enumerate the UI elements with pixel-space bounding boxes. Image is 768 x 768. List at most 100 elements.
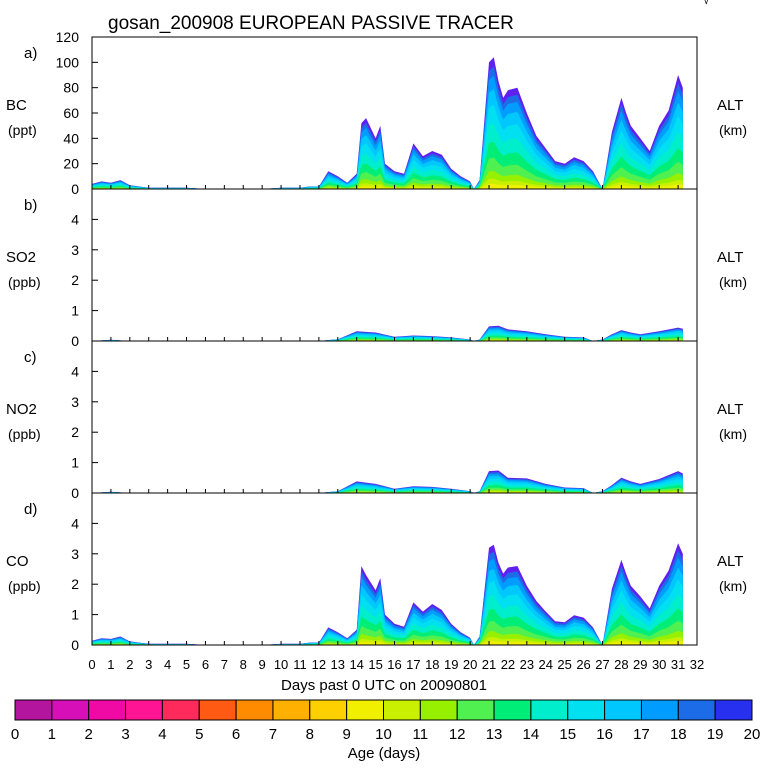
x-tick-label-3: 3 xyxy=(145,657,152,672)
colorbar-cell-5 xyxy=(198,699,237,721)
colorbar-tick-label-15: 15 xyxy=(559,726,576,743)
panel-frame-1 xyxy=(91,36,698,190)
panel-right-label-3: ALT xyxy=(717,401,743,418)
panel-right-label-2: ALT xyxy=(717,249,743,266)
y-tick-label-2-1: 1 xyxy=(71,303,79,319)
colorbar-tick-label-10: 10 xyxy=(375,726,392,743)
panel-3: 0 1 2 3 4 c) NO2 (ppb) ALT (km) xyxy=(6,340,747,501)
x-tick-label-28: 28 xyxy=(614,657,628,672)
colorbar-cell-16 xyxy=(604,699,642,721)
panel-unit-4: (ppb) xyxy=(8,578,41,594)
age-layer-4-1 xyxy=(92,636,683,645)
y-tick-label-1-1: 20 xyxy=(63,156,79,172)
colorbar-tick-label-1: 1 xyxy=(48,726,56,743)
panel-unit-3: (ppb) xyxy=(8,426,41,442)
panel-unit-1: (ppt) xyxy=(8,122,37,138)
y-tick-label-1-5: 100 xyxy=(56,54,80,70)
panel-species-1: BC xyxy=(6,97,27,114)
panel-frame-3 xyxy=(91,340,698,494)
colorbar-tick-label-17: 17 xyxy=(633,726,650,743)
colorbar-cell-3 xyxy=(125,699,163,721)
age-layer-1-3 xyxy=(92,157,683,189)
y-tick-label-4-1: 1 xyxy=(71,607,79,623)
colorbar-tick-label-6: 6 xyxy=(232,726,240,743)
x-tick-label-26: 26 xyxy=(576,657,590,672)
y-tick-label-3-1: 1 xyxy=(71,455,79,471)
panel-letter-2: b) xyxy=(24,197,37,214)
colorbar-tick-label-16: 16 xyxy=(596,726,613,743)
x-tick-label-4: 4 xyxy=(164,657,171,672)
x-tick-label-24: 24 xyxy=(539,657,553,672)
x-tick-label-9: 9 xyxy=(259,657,266,672)
x-axis: 0 1 2 3 4 5 6 7 8 9 10 11 12 13 14 15 16 17 18 19 20 21 22 23 24… xyxy=(88,657,704,672)
age-colorbar: 0 1 2 3 4 5 6 7 8 9 10 11 12 13 14 15 16 17 18 19 20 xyxy=(11,699,761,743)
y-tick-label-1-4: 80 xyxy=(63,80,79,96)
x-tick-label-19: 19 xyxy=(444,657,458,672)
y-tick-label-3-2: 2 xyxy=(71,424,79,440)
x-tick-label-30: 30 xyxy=(652,657,666,672)
x-tick-label-5: 5 xyxy=(183,657,190,672)
y-tick-label-1-2: 40 xyxy=(63,130,79,146)
colorbar-tick-label-19: 19 xyxy=(707,726,724,743)
panel-right-unit-2: (km) xyxy=(719,274,747,290)
panel-4: 0 1 2 3 4 d) CO (ppb) ALT (km) xyxy=(6,492,747,653)
x-tick-label-15: 15 xyxy=(368,657,382,672)
x-tick-label-12: 12 xyxy=(312,657,326,672)
panel-right-label-1: ALT xyxy=(717,97,743,114)
y-tick-label-3-0: 0 xyxy=(71,485,79,501)
panel-species-4: CO xyxy=(6,553,29,570)
colorbar-tick-label-20: 20 xyxy=(744,726,761,743)
y-tick-label-4-3: 3 xyxy=(71,546,79,562)
colorbar-tick-label-18: 18 xyxy=(670,726,687,743)
x-tick-label-22: 22 xyxy=(501,657,515,672)
x-tick-label-27: 27 xyxy=(595,657,609,672)
x-tick-label-29: 29 xyxy=(633,657,647,672)
y-tick-label-4-2: 2 xyxy=(71,576,79,592)
x-tick-label-18: 18 xyxy=(425,657,439,672)
y-tick-label-1-3: 60 xyxy=(63,105,79,121)
colorbar-cell-1 xyxy=(51,699,90,721)
x-tick-label-23: 23 xyxy=(520,657,534,672)
colorbar-cell-6 xyxy=(235,699,274,721)
colorbar-cell-11 xyxy=(419,699,458,721)
x-tick-label-17: 17 xyxy=(406,657,420,672)
colorbar-cell-2 xyxy=(88,699,127,721)
y-tick-label-4-0: 0 xyxy=(71,637,79,653)
colorbar-cell-19 xyxy=(714,699,753,721)
colorbar-tick-label-14: 14 xyxy=(523,726,540,743)
panel-frame-4 xyxy=(91,492,698,646)
x-tick-label-0: 0 xyxy=(88,657,95,672)
x-axis-label: Days past 0 UTC on 20090801 xyxy=(281,677,487,694)
x-tick-label-13: 13 xyxy=(331,657,345,672)
y-tick-label-2-0: 0 xyxy=(71,333,79,349)
colorbar-cell-12 xyxy=(456,699,495,721)
colorbar-cell-18 xyxy=(677,699,716,721)
panel-species-2: SO2 xyxy=(6,249,36,266)
y-tick-label-4-4: 4 xyxy=(71,515,79,531)
colorbar-cell-9 xyxy=(346,699,384,721)
y-tick-label-2-4: 4 xyxy=(71,211,79,227)
colorbar-cell-13 xyxy=(493,699,532,721)
x-tick-label-32: 32 xyxy=(690,657,704,672)
x-tick-label-7: 7 xyxy=(221,657,228,672)
colorbar-cell-4 xyxy=(161,699,200,721)
x-tick-label-16: 16 xyxy=(387,657,401,672)
x-tick-label-21: 21 xyxy=(482,657,496,672)
x-tick-label-31: 31 xyxy=(671,657,685,672)
y-tick-label-3-4: 4 xyxy=(71,363,79,379)
x-tick-label-25: 25 xyxy=(557,657,571,672)
panel-2: 0 1 2 3 4 b) SO2 (ppb) ALT (km) xyxy=(6,188,747,349)
colorbar-tick-label-8: 8 xyxy=(306,726,314,743)
x-tick-label-11: 11 xyxy=(293,657,307,672)
panel-species-3: NO2 xyxy=(6,401,37,418)
colorbar-cell-17 xyxy=(640,699,679,721)
age-layer-1-1 xyxy=(92,178,683,189)
panel-frame-2 xyxy=(91,188,698,342)
x-tick-label-20: 20 xyxy=(463,657,477,672)
panel-right-label-4: ALT xyxy=(717,553,743,570)
panel-right-unit-4: (km) xyxy=(719,578,747,594)
x-tick-label-2: 2 xyxy=(126,657,133,672)
panel-right-unit-3: (km) xyxy=(719,426,747,442)
y-tick-label-1-6: 120 xyxy=(56,29,80,45)
